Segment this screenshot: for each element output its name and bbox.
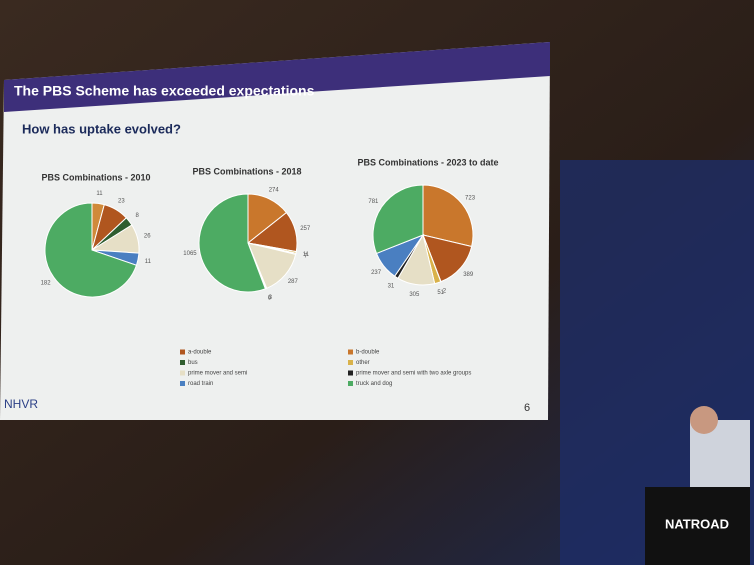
- data-label: 1065: [183, 251, 197, 257]
- legend-label: prime mover and semi: [188, 371, 247, 377]
- data-label: 8: [135, 213, 139, 219]
- data-label: 26: [144, 234, 151, 240]
- pie-slice: [422, 184, 474, 248]
- legend-swatch: [348, 360, 353, 365]
- data-label: 723: [465, 195, 476, 201]
- data-label: 11: [145, 259, 152, 265]
- data-label: 3: [269, 295, 273, 301]
- data-label: 182: [41, 281, 52, 287]
- logo: NHVR: [4, 397, 38, 411]
- legend-swatch: [348, 370, 353, 376]
- pie-slice: [44, 202, 138, 298]
- banner: NATROAD: [665, 516, 729, 531]
- slide-subtitle: How has uptake evolved?: [22, 121, 181, 136]
- data-label: 287: [288, 279, 299, 285]
- legend-label: prime mover and semi with two axle group…: [356, 371, 471, 377]
- data-label: 274: [269, 187, 280, 193]
- data-label: 781: [368, 199, 379, 205]
- legend-swatch: [180, 360, 185, 365]
- legend-label: b-double: [356, 350, 380, 356]
- data-label: 389: [463, 272, 474, 278]
- data-label: 6: [268, 296, 272, 302]
- legend-label: other: [356, 360, 370, 366]
- speaker-head: [690, 406, 718, 434]
- data-label: 31: [388, 283, 395, 289]
- chart-title: PBS Combinations - 2010: [41, 172, 150, 182]
- legend-swatch: [180, 370, 185, 376]
- data-label: 11: [96, 191, 103, 197]
- data-label: 237: [371, 270, 382, 276]
- legend-swatch: [348, 381, 353, 386]
- legend-label: truck and dog: [356, 381, 392, 387]
- legend-label: road train: [188, 381, 213, 387]
- legend-swatch: [180, 349, 185, 355]
- podium: [645, 487, 750, 565]
- chart-title: PBS Combinations - 2023 to date: [357, 157, 498, 167]
- legend-swatch: [348, 349, 353, 355]
- legend-label: bus: [188, 360, 198, 366]
- data-label: 23: [118, 199, 125, 205]
- data-label: 2: [443, 289, 447, 295]
- pie-slice: [422, 234, 473, 283]
- slide-title: The PBS Scheme has exceeded expectations: [14, 83, 315, 99]
- data-label: 7: [304, 254, 308, 260]
- data-label: 11: [303, 252, 310, 258]
- legend-swatch: [180, 381, 185, 386]
- data-label: 305: [409, 292, 420, 298]
- data-label: 257: [300, 226, 311, 232]
- legend-label: a-double: [188, 350, 212, 356]
- pie-slice: [198, 193, 266, 293]
- title-bar: [4, 42, 550, 112]
- page-number: 6: [524, 402, 530, 414]
- chart-title: PBS Combinations - 2018: [192, 166, 301, 176]
- data-label: 51: [437, 290, 444, 296]
- pie-slice: [372, 184, 424, 255]
